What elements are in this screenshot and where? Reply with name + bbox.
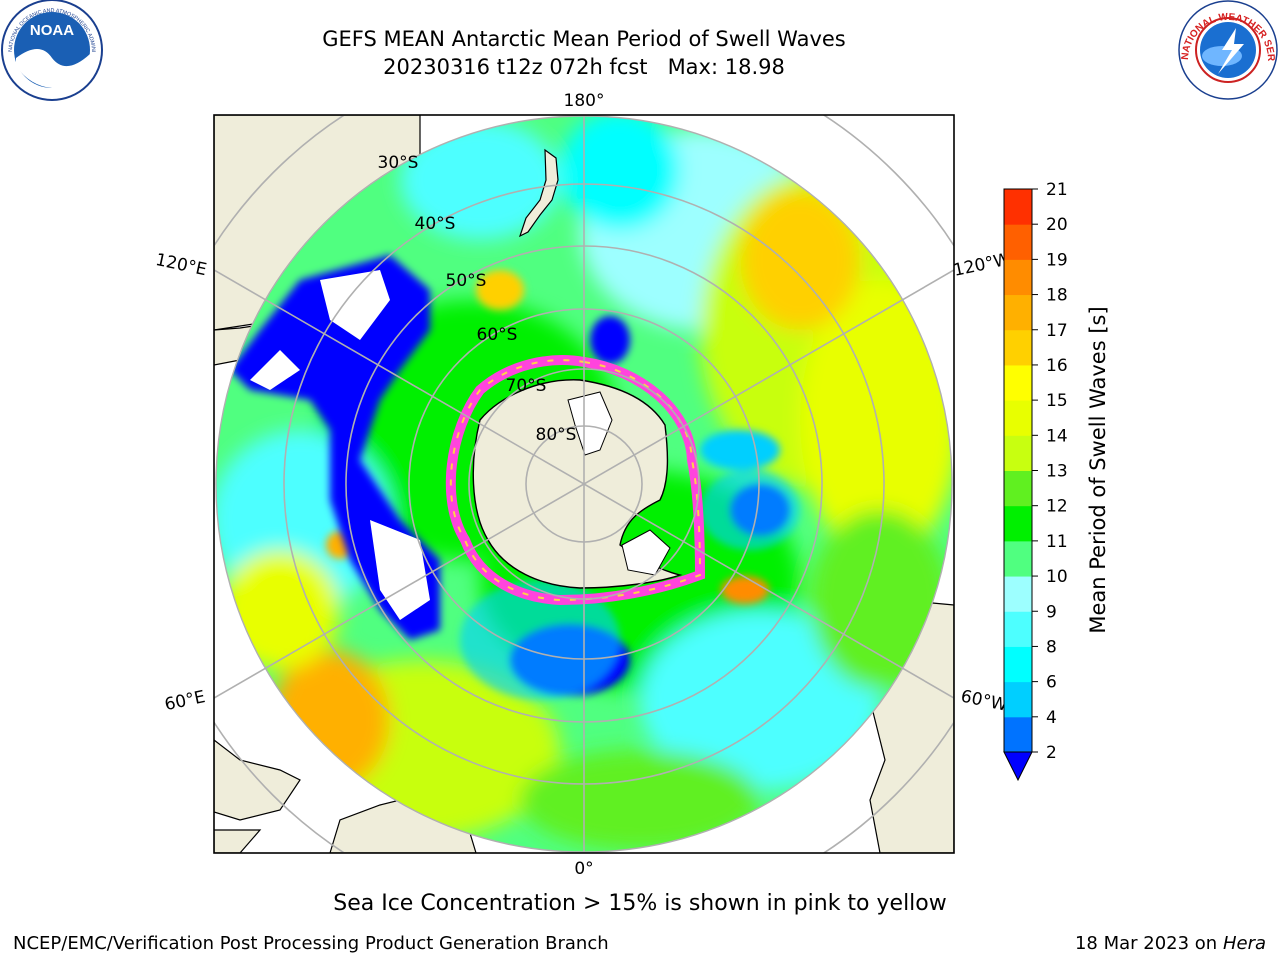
colorbar-bin xyxy=(1004,189,1032,225)
colorbar-tick-label: 6 xyxy=(1046,673,1057,693)
sea-ice-note: Sea Ice Concentration > 15% is shown in … xyxy=(333,891,947,916)
colorbar-bin xyxy=(1004,329,1032,366)
nws-ring-text: NATIONAL WEATHER SERVICE xyxy=(0,0,1276,62)
map-frame xyxy=(213,114,955,854)
colorbar-tick-label: 14 xyxy=(1046,426,1068,446)
footer-date: 18 Mar 2023 on Hera xyxy=(1075,933,1266,954)
lat-label-70s: 70°S xyxy=(506,376,547,396)
lon-label-upper-right: 120°W xyxy=(952,249,1013,281)
colorbar-bin xyxy=(1004,576,1032,612)
colorbar-tick-label: 17 xyxy=(1046,321,1068,341)
nws-logo: NATIONAL WEATHER SERVICE xyxy=(0,0,1278,100)
colorbar-bin xyxy=(1004,681,1032,718)
noaa-logo-text: NOAA xyxy=(30,22,74,39)
colorbar-bin xyxy=(1004,470,1032,507)
chart-title: GEFS MEAN Antarctic Mean Period of Swell… xyxy=(322,27,846,51)
colorbar-bin xyxy=(1004,716,1032,753)
colorbar-tick-label: 8 xyxy=(1046,637,1057,657)
colorbar-tick-label: 20 xyxy=(1046,215,1068,235)
lon-label-lower-right: 60°W xyxy=(959,686,1009,715)
colorbar: 2 4 6 8 9 10 11 12 13 14 15 16 17 18 19 20 21 xyxy=(1003,180,1068,782)
sea-ice-ring xyxy=(445,355,706,606)
footer-date-text: 18 Mar 2023 on xyxy=(1074,933,1218,954)
colorbar-extend-arrow xyxy=(1003,751,1033,782)
colorbar-label: Mean Period of Swell Waves [s] xyxy=(1086,306,1110,633)
colorbar-tick-label: 15 xyxy=(1046,391,1068,411)
noaa-logo: NOAA NATIONAL OCEANIC AND ATMOSPHERIC AD… xyxy=(0,0,103,101)
colorbar-bin xyxy=(1004,611,1032,647)
colorbar-tick-label: 2 xyxy=(1046,743,1057,763)
colorbar-tick-label: 18 xyxy=(1046,286,1068,306)
colorbar-tick-label: 12 xyxy=(1046,497,1068,517)
lat-label-80s: 80°S xyxy=(536,425,577,445)
lat-label-40s: 40°S xyxy=(415,214,456,234)
colorbar-tick-label: 10 xyxy=(1046,567,1068,587)
lon-label-bottom: 0° xyxy=(574,859,593,879)
colorbar-bin xyxy=(1004,294,1032,331)
colorbar-tick-label: 21 xyxy=(1046,180,1068,200)
colorbar-bin xyxy=(1004,505,1032,542)
lat-label-30s: 30°S xyxy=(378,153,419,173)
colorbar-bin xyxy=(1004,540,1032,577)
lat-label-50s: 50°S xyxy=(446,271,487,291)
colorbar-bin xyxy=(1004,435,1032,471)
lon-label-upper-left: 120°E xyxy=(154,250,209,280)
colorbar-tick-label: 4 xyxy=(1046,708,1057,728)
new-zealand xyxy=(518,148,559,238)
colorbar-tick-label: 19 xyxy=(1046,250,1068,270)
chart-subtitle: 20230316 t12z 072h fcst Max: 18.98 xyxy=(383,55,785,79)
colorbar-bin xyxy=(1004,364,1032,401)
footer-host: Hera xyxy=(1222,933,1266,954)
colorbar-tick-label: 13 xyxy=(1046,462,1068,482)
svg-text:NATIONAL WEATHER SERVICE: NATIONAL WEATHER SERVICE xyxy=(0,0,1276,62)
colorbar-tick-label: 11 xyxy=(1046,532,1068,552)
graticule xyxy=(214,115,954,853)
lon-label-top: 180° xyxy=(564,91,605,111)
colorbar-tick-label: 9 xyxy=(1046,602,1057,622)
lat-label-60s: 60°S xyxy=(477,325,518,345)
lon-label-lower-left: 60°E xyxy=(163,687,207,715)
colorbar-bin xyxy=(1004,646,1032,683)
colorbar-bin xyxy=(1004,400,1032,436)
colorbar-bin xyxy=(1004,259,1032,296)
colorbar-tick-label: 16 xyxy=(1046,356,1068,376)
footer-credit: NCEP/EMC/Verification Post Processing Pr… xyxy=(13,933,609,954)
colorbar-bin xyxy=(1004,224,1032,260)
map-area xyxy=(214,115,954,853)
